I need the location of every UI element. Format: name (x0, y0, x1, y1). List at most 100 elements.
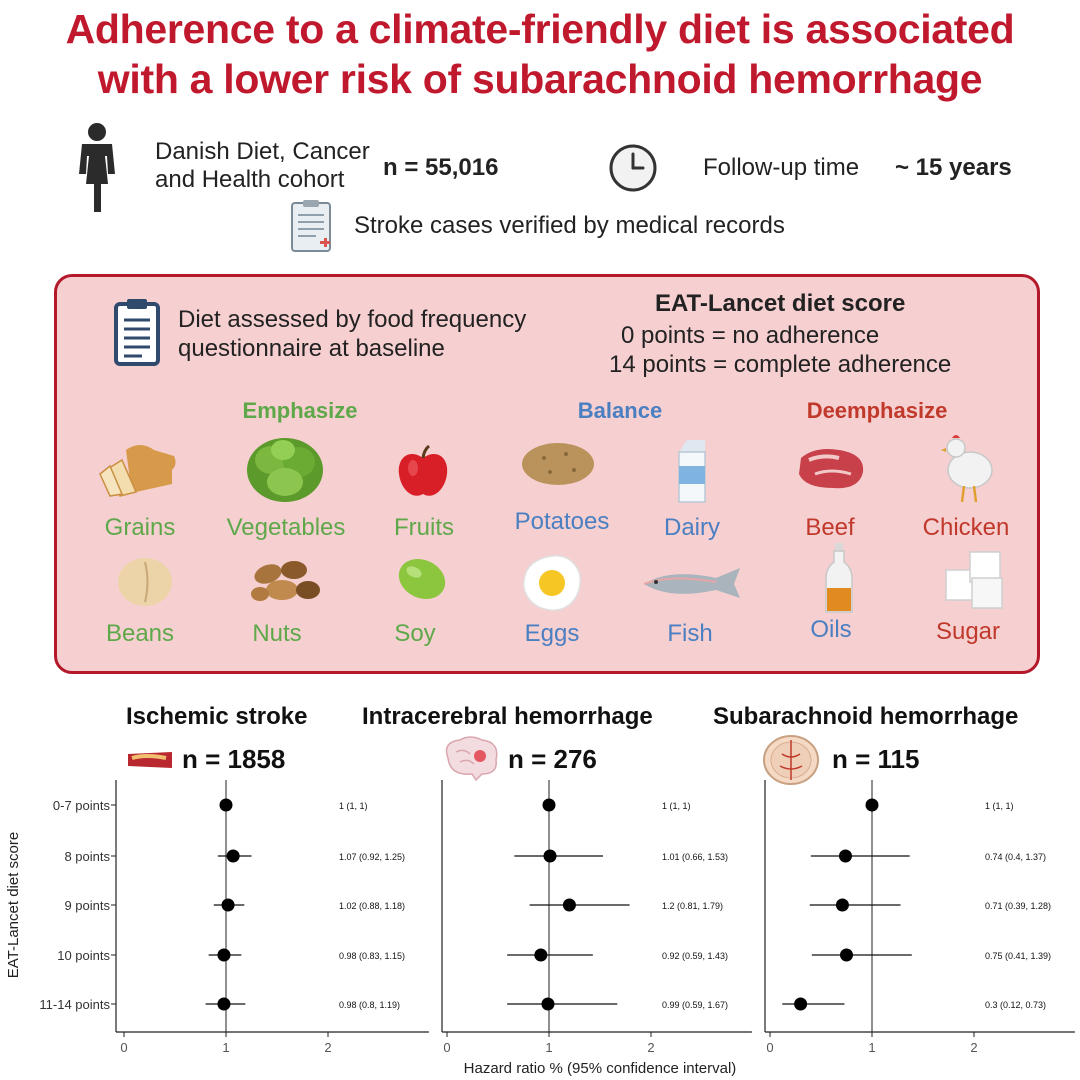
food-fruits: Fruits (394, 514, 454, 541)
cohort-name-line-2: and Health cohort (155, 166, 345, 193)
hr-label: 0.75 (0.41, 1.39) (985, 951, 1051, 961)
food-vegetables: Vegetables (226, 514, 346, 541)
food-beans: Beans (105, 620, 175, 647)
x-tick-label: 1 (545, 1040, 552, 1055)
soybean-icon (398, 559, 446, 599)
hr-point (543, 849, 557, 863)
assessment-line-2: questionnaire at baseline (178, 335, 445, 362)
hr-label: 0.92 (0.59, 1.43) (662, 951, 728, 961)
person-icon (79, 123, 115, 212)
category-balance: Balance (577, 398, 663, 423)
panel-title-ischemic: Ischemic stroke (126, 703, 308, 730)
chicken-icon (941, 435, 993, 503)
hr-label: 0.99 (0.59, 1.67) (662, 1000, 728, 1010)
sugar-cubes-icon (945, 551, 1003, 609)
y-axis-label: EAT-Lancet diet score (5, 832, 22, 978)
hr-label: 1.07 (0.92, 1.25) (339, 852, 405, 862)
food-oils: Oils (810, 616, 852, 643)
category-emphasize: Emphasize (242, 398, 358, 423)
cohort-n: n = 55,016 (383, 154, 499, 181)
hr-label: 0.98 (0.83, 1.15) (339, 951, 405, 961)
clipboard-icon (114, 299, 160, 366)
verification-text: Stroke cases verified by medical records (354, 212, 785, 239)
hr-point (794, 997, 808, 1011)
hr-point (838, 849, 852, 863)
x-tick-label: 2 (647, 1040, 654, 1055)
hr-point (219, 798, 233, 812)
score-line-1: 0 points = no adherence (621, 322, 880, 349)
x-tick-label: 0 (120, 1040, 127, 1055)
food-grains: Grains (104, 514, 176, 541)
panel-title-subarachnoid: Subarachnoid hemorrhage (713, 703, 1019, 730)
hr-label: 1 (1, 1) (985, 801, 1014, 811)
food-dairy: Dairy (663, 514, 720, 541)
food-potatoes: Potatoes (514, 508, 610, 535)
food-nuts: Nuts (252, 620, 302, 647)
y-tick-label: 10 points (57, 948, 110, 963)
followup-value: ~ 15 years (895, 154, 1012, 181)
hr-point (217, 948, 231, 962)
y-tick-label: 9 points (64, 898, 110, 913)
x-tick-label: 0 (443, 1040, 450, 1055)
hr-label: 1.2 (0.81, 1.79) (662, 901, 723, 911)
hr-point (217, 997, 231, 1011)
hr-label: 0.74 (0.4, 1.37) (985, 852, 1046, 862)
hr-point (865, 798, 879, 812)
x-tick-label: 1 (222, 1040, 229, 1055)
panel-n-intracerebral: n = 276 (508, 744, 597, 774)
milk-carton-icon (678, 440, 706, 503)
x-tick-label: 2 (970, 1040, 977, 1055)
beans-icon (118, 558, 172, 606)
brain-icon (445, 736, 498, 782)
bread-icon (99, 445, 176, 497)
food-beef: Beef (805, 514, 855, 541)
hr-label: 1 (1, 1) (662, 801, 691, 811)
oil-bottle-icon (825, 543, 853, 613)
y-tick-label: 8 points (64, 849, 110, 864)
egg-icon (523, 555, 581, 611)
hr-label: 0.98 (0.8, 1.19) (339, 1000, 400, 1010)
hr-label: 1.02 (0.88, 1.18) (339, 901, 405, 911)
x-tick-label: 2 (324, 1040, 331, 1055)
brain-section-icon (763, 735, 819, 785)
cohort-name-line-1: Danish Diet, Cancer (155, 138, 370, 165)
hr-point (835, 898, 849, 912)
x-axis-label: Hazard ratio % (95% confidence interval) (464, 1060, 737, 1077)
apple-icon (398, 444, 448, 496)
score-title: EAT-Lancet diet score (655, 290, 906, 317)
panel-title-intracerebral: Intracerebral hemorrhage (362, 703, 653, 730)
hr-point (542, 798, 556, 812)
y-tick-label: 0-7 points (53, 798, 111, 813)
title-line-2: with a lower risk of subarachnoid hemorr… (97, 56, 983, 102)
potato-icon (522, 443, 594, 485)
artery-icon (128, 752, 172, 768)
food-eggs: Eggs (524, 620, 580, 647)
hr-point (534, 948, 548, 962)
x-tick-label: 0 (766, 1040, 773, 1055)
medical-record-icon (291, 200, 331, 252)
food-soy: Soy (394, 620, 436, 647)
panel-n-ischemic: n = 1858 (182, 744, 286, 774)
hr-point (562, 898, 576, 912)
food-sugar: Sugar (935, 618, 1001, 645)
category-deemphasize: Deemphasize (806, 398, 948, 423)
food-fish: Fish (667, 620, 713, 647)
panel-n-subarachnoid: n = 115 (832, 744, 920, 774)
hr-point (541, 997, 555, 1011)
score-line-2: 14 points = complete adherence (609, 351, 952, 378)
clock-icon (609, 144, 657, 192)
hr-point (840, 948, 853, 962)
beef-icon (799, 449, 864, 489)
hr-label: 1 (1, 1) (339, 801, 368, 811)
hr-point (221, 898, 235, 912)
x-tick-label: 1 (868, 1040, 875, 1055)
food-chicken: Chicken (922, 514, 1010, 541)
hr-label: 0.3 (0.12, 0.73) (985, 1000, 1046, 1010)
y-tick-label: 11-14 points (39, 997, 110, 1012)
fish-icon (643, 568, 740, 598)
hr-label: 0.71 (0.39, 1.28) (985, 901, 1051, 911)
hr-label: 1.01 (0.66, 1.53) (662, 852, 728, 862)
followup-label: Follow-up time (703, 154, 860, 181)
assessment-line-1: Diet assessed by food frequency (178, 306, 527, 333)
